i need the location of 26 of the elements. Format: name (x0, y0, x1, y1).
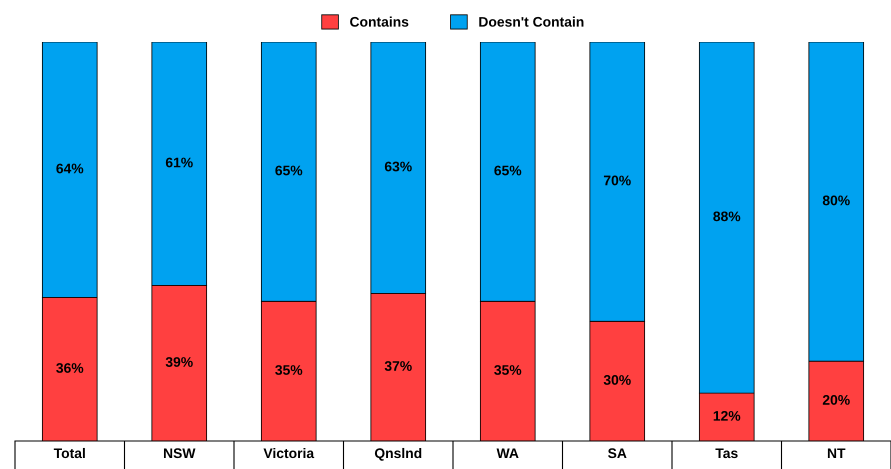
data-label: 12% (714, 410, 740, 421)
x-tick-label: Total (54, 448, 85, 458)
data-label: 36% (56, 363, 84, 373)
data-label: 20% (822, 394, 850, 405)
data-label: 80% (822, 195, 850, 206)
data-label: 30% (604, 375, 631, 385)
data-label: 88% (713, 211, 740, 222)
data-label: 61% (166, 158, 193, 168)
data-label: 63% (384, 162, 412, 172)
x-tick-label: NSW (164, 448, 196, 458)
legend-label: Doesn't Contain (479, 16, 584, 27)
x-tick-label: Qnslnd (374, 448, 422, 461)
x-tick-label: Victoria (263, 448, 314, 458)
x-tick-label: Tas (715, 448, 738, 458)
data-label: 39% (166, 357, 193, 367)
data-label: 70% (604, 176, 631, 186)
x-tick-label: SA (608, 448, 627, 458)
legend-label: Contains (350, 16, 408, 27)
x-tick-label: WA (496, 448, 519, 458)
data-label: 64% (56, 164, 84, 174)
data-label: 35% (275, 365, 302, 375)
data-label: 65% (275, 166, 302, 176)
data-label: 35% (494, 365, 522, 375)
data-label: 65% (494, 166, 522, 176)
data-label: 37% (384, 361, 412, 371)
x-tick-label: NT (828, 448, 846, 458)
